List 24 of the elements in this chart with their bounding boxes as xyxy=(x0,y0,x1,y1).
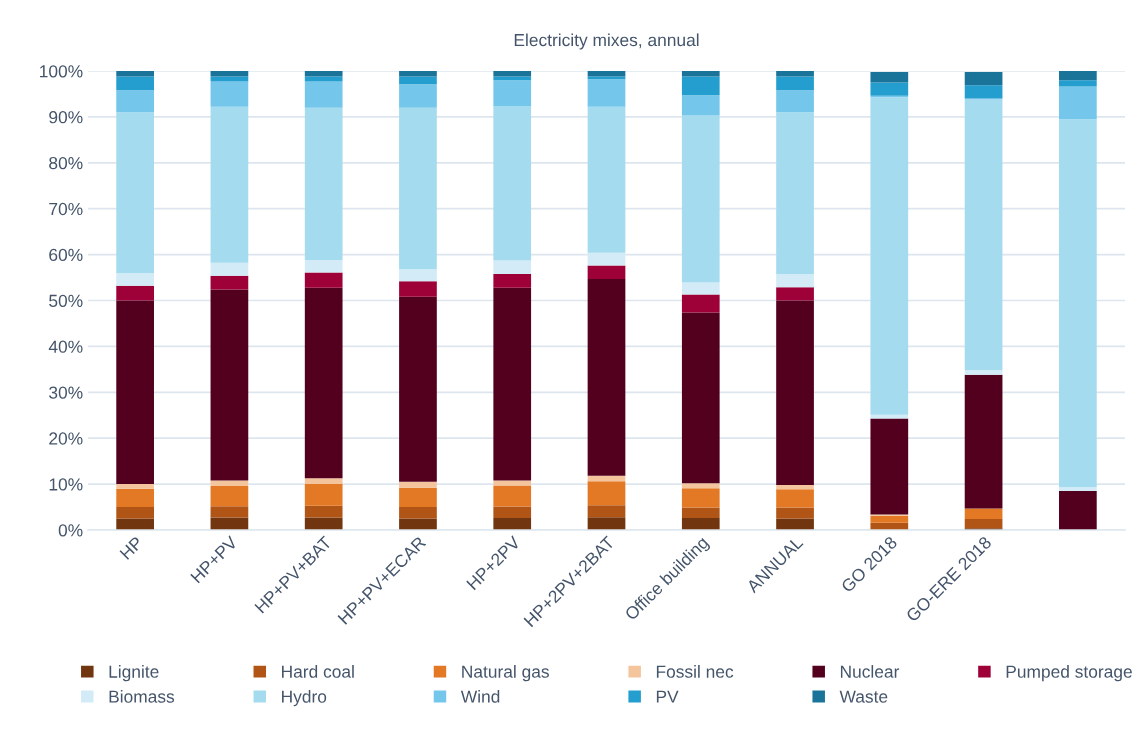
legend-label: Biomass xyxy=(109,690,175,703)
y-tick-label: 60% xyxy=(49,248,83,262)
y-tick-label: 90% xyxy=(49,111,83,124)
legend-label: Waste xyxy=(839,690,888,703)
legend-label: Hydro xyxy=(282,690,327,707)
y-tick-label: 40% xyxy=(48,340,83,353)
y-tick-label: 30% xyxy=(49,386,83,399)
legend-label: Fossil nec xyxy=(656,665,734,678)
y-tick-label: 100% xyxy=(40,65,83,78)
y-tick-label: 10% xyxy=(49,478,83,491)
y-tick-label: 70% xyxy=(49,202,83,216)
y-tick-label: 20% xyxy=(49,432,83,445)
legend-label: PV xyxy=(656,690,679,703)
chart-title: Electricity mixes, annual xyxy=(514,33,699,50)
legend-label: Wind xyxy=(460,690,500,703)
x-tick-label: HP xyxy=(119,535,144,560)
y-tick-label: 80% xyxy=(49,156,83,170)
legend-label: Pumped storage xyxy=(1006,665,1132,682)
y-tick-label: 0% xyxy=(58,524,83,537)
y-tick-label: 50% xyxy=(49,294,83,307)
legend-label: Hard coal xyxy=(282,665,354,678)
legend-label: Nuclear xyxy=(840,665,900,678)
legend-label: Lignite xyxy=(109,665,159,682)
legend-label: Natural gas xyxy=(462,665,549,682)
